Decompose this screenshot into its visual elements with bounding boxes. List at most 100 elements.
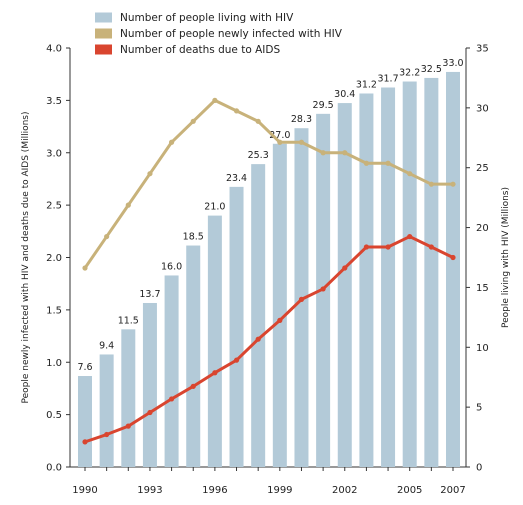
x-tick-label: 1999	[267, 485, 292, 496]
left-tick-label: 1.5	[46, 305, 62, 316]
left-tick-label: 1.0	[46, 358, 62, 369]
bar-people-living-1998	[251, 164, 266, 467]
bar-data-label: 30.4	[334, 89, 355, 100]
x-tick-label: 2002	[332, 485, 357, 496]
left-tick-label: 0.0	[46, 463, 62, 474]
bar-data-label: 25.3	[248, 150, 269, 161]
bar-people-living-1993	[142, 302, 157, 467]
point-aids-deaths-2003	[363, 244, 370, 250]
bar-data-label: 21.0	[204, 202, 225, 213]
x-tick-label: 1993	[137, 485, 162, 496]
right-tick-label: 10	[476, 343, 489, 354]
left-tick-label: 2.0	[46, 253, 62, 264]
bar-people-living-1990	[78, 376, 92, 467]
point-new-infections-2006	[428, 181, 434, 187]
point-new-infections-1999	[277, 139, 283, 145]
left-tick-label: 4.0	[46, 44, 62, 55]
bar-people-living-1991	[99, 354, 114, 467]
bar-people-living-2003	[359, 93, 374, 468]
point-aids-deaths-1997	[233, 357, 240, 363]
right-tick-label: 15	[476, 283, 489, 294]
bar-people-living-2004	[381, 87, 396, 468]
point-aids-deaths-1996	[212, 370, 218, 376]
right-axis-title: People living with HIV (Millions)	[501, 187, 511, 328]
point-aids-deaths-2002	[342, 265, 348, 271]
point-aids-deaths-1999	[277, 317, 283, 323]
point-new-infections-2003	[363, 160, 370, 166]
x-tick-label: 1996	[202, 485, 227, 496]
bar-people-living-2006	[424, 77, 439, 467]
point-aids-deaths-1992	[125, 423, 131, 429]
bar-data-label: 32.5	[421, 64, 442, 75]
legend-swatch	[95, 44, 112, 55]
bar-data-label: 33.0	[442, 58, 463, 69]
bar-data-label: 11.5	[118, 315, 139, 326]
point-new-infections-2000	[298, 139, 305, 145]
bar-data-label: 13.7	[139, 289, 160, 300]
bar-data-label: 27.0	[269, 130, 290, 141]
legend-swatch	[95, 12, 112, 23]
bar-people-living-1996	[207, 215, 222, 467]
line-aids-deaths	[84, 235, 454, 444]
bar-data-label: 18.5	[183, 232, 204, 243]
left-tick-label: 3.5	[46, 96, 62, 107]
point-aids-deaths-2001	[320, 286, 326, 292]
bar-data-label: 16.0	[161, 261, 182, 272]
point-aids-deaths-1995	[190, 383, 196, 389]
point-aids-deaths-2005	[407, 233, 413, 240]
bar-people-living-1995	[186, 245, 201, 467]
point-new-infections-1995	[190, 118, 196, 124]
point-new-infections-1990	[82, 265, 88, 271]
legend-label: Number of people newly infected with HIV	[120, 28, 343, 40]
right-tick-label: 20	[476, 223, 489, 234]
point-aids-deaths-1990	[82, 439, 88, 445]
line-new-infections	[83, 98, 453, 269]
bar-data-label: 31.2	[356, 79, 377, 90]
point-aids-deaths-1998	[255, 336, 261, 342]
right-tick-label: 5	[476, 403, 482, 414]
right-tick-label: 25	[476, 163, 489, 174]
point-new-infections-1997	[233, 108, 240, 114]
point-new-infections-1994	[168, 139, 175, 145]
right-tick-label: 30	[476, 103, 489, 114]
bar-data-label: 23.4	[226, 173, 247, 184]
point-aids-deaths-2006	[428, 244, 434, 250]
point-aids-deaths-1993	[147, 409, 153, 416]
x-tick-label: 2005	[397, 485, 422, 496]
x-tick-label: 2007	[440, 485, 465, 496]
point-new-infections-2004	[385, 160, 391, 166]
bar-data-label: 32.2	[399, 68, 420, 79]
point-new-infections-1993	[147, 171, 153, 177]
point-new-infections-1992	[125, 202, 131, 208]
left-tick-label: 0.5	[46, 410, 62, 421]
bar-people-living-2005	[402, 81, 417, 468]
legend-swatch	[95, 28, 112, 39]
point-new-infections-1991	[104, 233, 110, 240]
point-aids-deaths-2007	[450, 254, 456, 261]
point-new-infections-2007	[450, 181, 456, 187]
point-new-infections-2005	[407, 171, 413, 177]
x-tick-label: 1990	[72, 485, 97, 496]
right-tick-label: 0	[476, 463, 482, 474]
left-axis-title: People newly infected with HIV and death…	[21, 112, 31, 404]
bar-people-living-2002	[337, 103, 352, 467]
bar-data-label: 29.5	[313, 100, 334, 111]
legend-label: Number of deaths due to AIDS	[120, 44, 280, 56]
bar-data-label: 28.3	[291, 114, 312, 125]
bar-people-living-1994	[164, 275, 179, 467]
point-new-infections-1996	[212, 97, 218, 103]
legend-label: Number of people living with HIV	[120, 12, 294, 24]
bar-people-living-1992	[121, 329, 136, 467]
point-aids-deaths-1994	[168, 396, 175, 402]
bar-data-label: 7.6	[77, 362, 92, 373]
bar-people-living-1999	[272, 143, 287, 467]
left-tick-label: 2.5	[46, 201, 62, 212]
bar-data-label: 31.7	[377, 74, 398, 85]
point-aids-deaths-2000	[298, 296, 305, 302]
bar-people-living-1997	[229, 186, 244, 467]
point-new-infections-2002	[342, 150, 348, 156]
point-new-infections-2001	[320, 150, 326, 156]
right-tick-label: 35	[476, 44, 489, 55]
